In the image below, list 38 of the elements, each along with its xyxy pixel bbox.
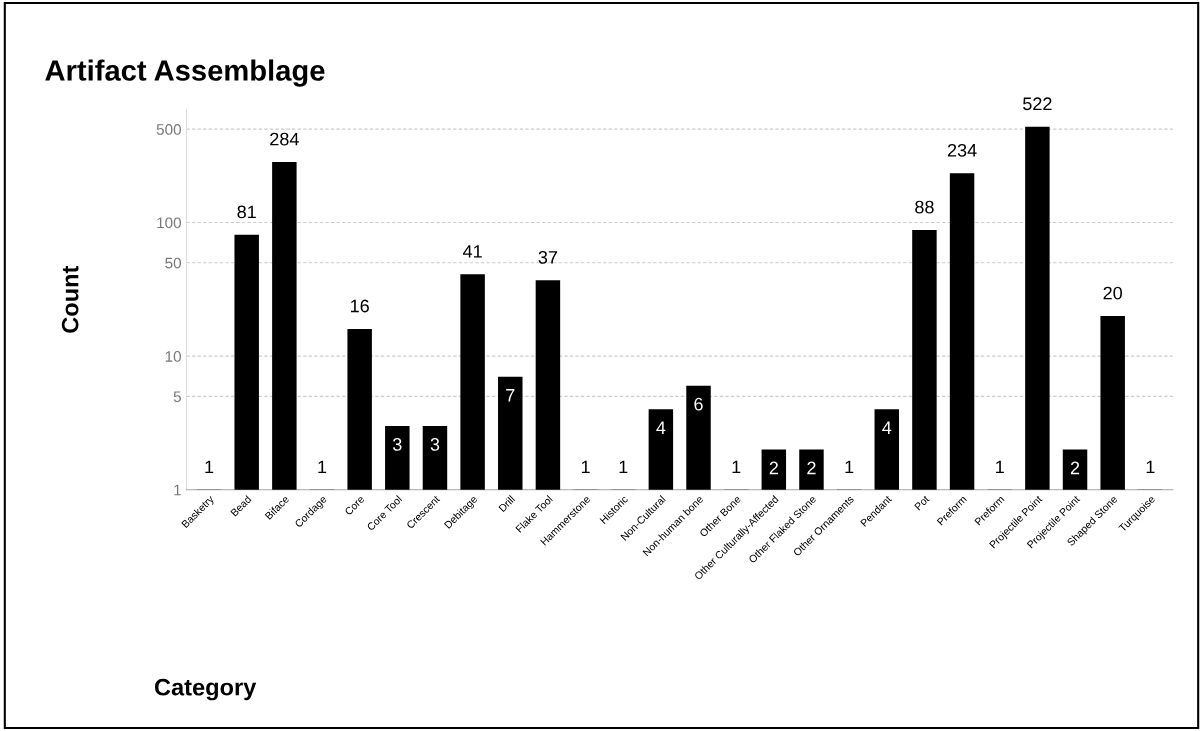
data-label: 81 [237, 205, 256, 219]
data-label: 88 [915, 200, 934, 214]
y-tick-label: 500 [156, 124, 182, 135]
x-tick-label: Pot [914, 494, 930, 511]
data-label: 1 [318, 460, 327, 474]
data-label: 1 [732, 460, 741, 474]
data-label: 1 [1146, 460, 1155, 474]
data-label: 1 [619, 460, 628, 474]
data-label: 2 [769, 461, 778, 475]
y-tick-label: 1 [174, 484, 181, 496]
data-label: 3 [392, 438, 402, 451]
data-label: 4 [882, 421, 892, 434]
data-label: 522 [1023, 97, 1052, 111]
data-label: 4 [656, 421, 666, 434]
x-tick-label: Core Tool [366, 495, 403, 532]
data-label: 2 [1070, 461, 1080, 475]
data-label: 3 [430, 438, 440, 451]
data-label: 16 [351, 299, 369, 313]
data-label: 7 [506, 389, 515, 402]
y-tick-label: 10 [165, 351, 182, 362]
data-label: 284 [270, 132, 299, 146]
data-label: 1 [845, 460, 854, 474]
data-label: 1 [996, 460, 1004, 474]
data-label: 20 [1103, 286, 1123, 300]
data-label: 2 [807, 461, 816, 475]
x-tick-label: Drill [498, 495, 516, 513]
y-axis-title: Count [61, 265, 79, 333]
data-label: 37 [538, 250, 558, 264]
data-label: 1 [581, 460, 590, 474]
x-axis-title: Category [154, 678, 257, 701]
data-label: 1 [205, 460, 214, 474]
y-tick-label: 50 [165, 257, 182, 269]
data-label: 6 [694, 397, 703, 411]
y-tick-label: 100 [157, 217, 182, 229]
data-label: 234 [947, 143, 977, 157]
data-label: 41 [462, 245, 482, 258]
y-tick-label: 5 [173, 391, 181, 403]
chart-title: Artifact Assemblage [45, 59, 325, 87]
